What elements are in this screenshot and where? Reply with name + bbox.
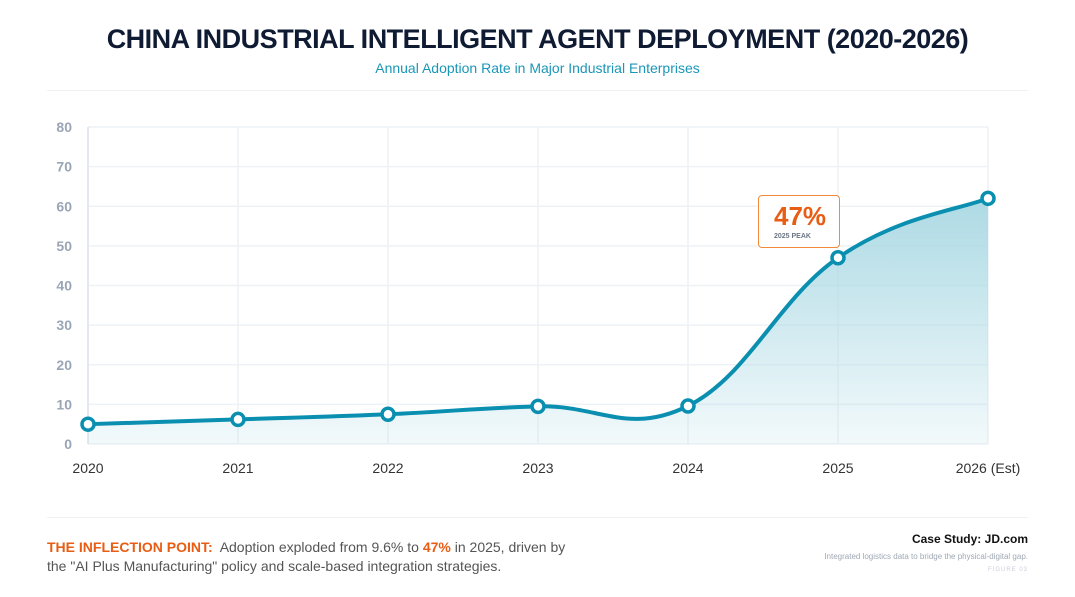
y-tick-label: 30 [56,317,72,333]
y-tick-label: 60 [56,198,72,214]
peak-value: 47% [774,201,827,231]
footer-text1: Adoption exploded from 9.6% to [219,539,419,555]
x-tick-label: 2026 (Est) [956,460,1021,476]
data-point [980,190,996,207]
data-point [830,250,846,266]
data-point [230,411,246,428]
footer-text2: in 2025, driven by the "AI Plus Manufact… [47,539,566,574]
case-study: Case Study: JD.com Integrated logistics … [824,532,1028,573]
data-point [380,406,396,423]
chart-title: CHINA INDUSTRIAL INTELLIGENT AGENT DEPLO… [106,24,969,54]
y-tick-label: 50 [56,238,72,254]
data-point [80,416,96,432]
case-text: Integrated logistics data to bridge the … [824,552,1028,561]
peak-label: 2025 PEAK [774,233,811,240]
y-tick-label: 70 [56,159,72,175]
chart-area: 0 10 20 30 40 50 60 70 80 2020 2021 2022 2023 2024 202… [56,119,1021,476]
x-tick-label: 2025 [822,460,853,476]
y-tick-label: 10 [56,396,72,412]
footer-highlight: 47% [422,539,451,555]
data-point [530,398,546,415]
divider [47,517,1028,518]
y-tick-label: 80 [56,119,72,135]
figure-label: FIGURE 03 [987,567,1028,573]
x-tick-label: 2023 [522,460,553,476]
data-point [680,398,696,414]
peak-callout: 47% 2025 PEAK [758,195,840,248]
footer-lead: THE INFLECTION POINT: [47,539,213,555]
x-tick-label: 2020 [72,460,103,476]
y-tick-label: 0 [64,436,72,452]
y-tick-label: 40 [56,278,72,294]
x-tick-label: 2021 [222,460,253,476]
y-tick-label: 20 [56,357,72,373]
divider [47,90,1028,91]
x-tick-label: 2022 [372,460,403,476]
footer-note: THE INFLECTION POINT: Adoption exploded … [47,538,567,576]
chart-subtitle: Annual Adoption Rate in Major Industrial… [375,60,700,76]
area-fill [88,198,988,444]
x-tick-label: 2024 [672,460,703,476]
case-title: Case Study: JD.com [911,532,1028,546]
